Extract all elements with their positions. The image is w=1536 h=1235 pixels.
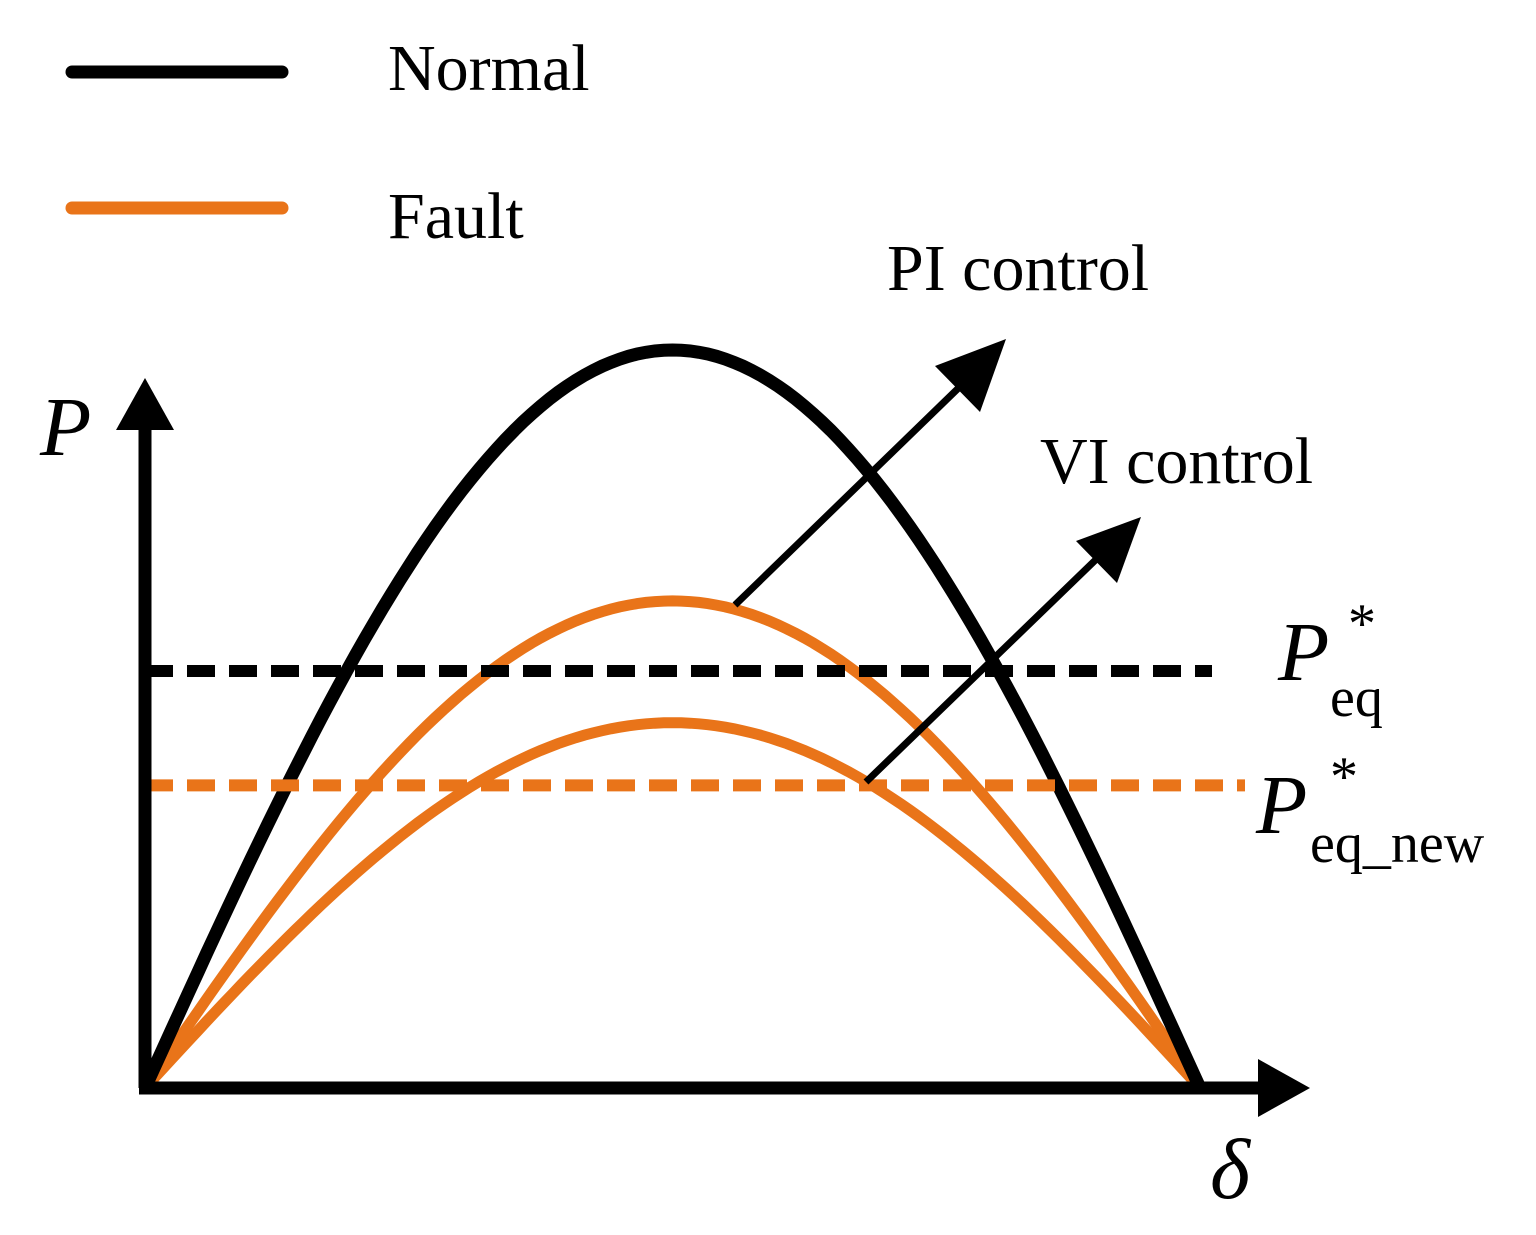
y-axis-label: P: [39, 381, 91, 474]
legend-normal-label: Normal: [388, 32, 590, 105]
pi-control-arrow-line: [732, 369, 978, 608]
vi-control-arrowhead: [1076, 517, 1141, 583]
peq-new-label: P * eq_new: [1255, 746, 1485, 875]
fault-pi-curve: [140, 595, 1205, 1092]
peq-label: P * eq: [1277, 593, 1383, 729]
curves: [139, 343, 1206, 1092]
pi-control-arrowhead: [935, 339, 1006, 412]
legend: Normal Fault: [65, 32, 590, 253]
pi-control-label: PI control: [887, 232, 1149, 305]
annotation-arrows: PI control VI control: [732, 232, 1313, 785]
legend-fault-label: Fault: [388, 180, 524, 253]
peq-new-symbol: P: [1255, 759, 1307, 852]
vi-control-arrow-line: [863, 541, 1115, 785]
peq-superscript: *: [1348, 593, 1376, 655]
y-axis-arrowhead: [116, 378, 174, 430]
vi-control-label: VI control: [1040, 425, 1313, 498]
x-axis-arrowhead: [1258, 1059, 1310, 1117]
peq-symbol: P: [1277, 606, 1329, 699]
x-axis-label: δ: [1210, 1121, 1252, 1217]
fault-vi-curve: [140, 717, 1205, 1092]
peq-new-superscript: *: [1330, 746, 1358, 808]
peq-subscript: eq: [1330, 667, 1383, 729]
peq-new-subscript: eq_new: [1310, 813, 1485, 875]
axes: P δ: [39, 378, 1310, 1217]
normal-curve: [139, 343, 1206, 1091]
